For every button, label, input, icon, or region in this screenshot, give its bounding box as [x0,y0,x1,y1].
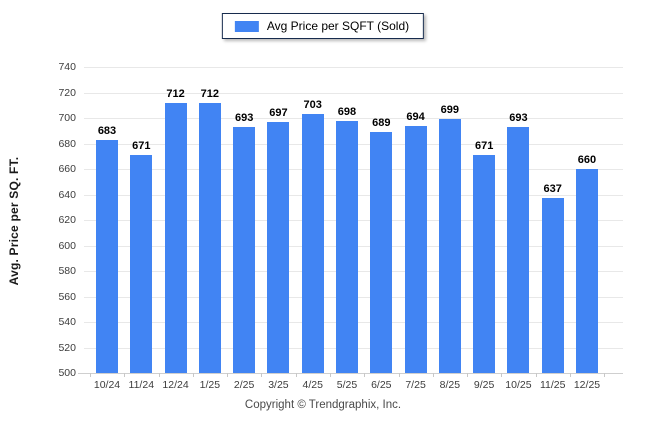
bar [335,120,358,373]
x-axis-tick [604,373,606,377]
y-tick-label: 680 [58,137,76,150]
x-axis-tick [432,373,434,377]
x-tick-label: 10/24 [93,379,121,391]
legend-label: Avg Price per SQFT (Sold) [266,19,410,33]
y-tick-label: 500 [58,367,76,379]
gridline [84,118,623,119]
y-axis-tick-labels: 500 520 540 560 580 600 620 640 660 680 700 720 740 [40,61,76,379]
copyright-text: Copyright © Trendgraphix, Inc. [244,399,402,411]
x-tick-label: 11/24 [128,379,155,391]
x-tick-label: 11/25 [539,379,566,391]
x-tick-label: 7/25 [405,379,426,391]
x-tick-label: 8/25 [439,379,461,391]
x-tick-label: 9/25 [473,379,495,391]
x-axis-tick [398,373,400,377]
bar-value-label: 693 [234,111,254,124]
x-axis-tick [158,373,160,377]
x-tick-label: 12/24 [162,379,189,391]
x-axis-tick [295,373,297,377]
x-axis-line [78,373,623,374]
bar-value-label: 660 [577,154,597,166]
y-tick-label: 640 [58,188,76,201]
y-tick-label: 600 [58,239,76,252]
bar-value-label: 637 [543,183,562,196]
x-tick-label: 10/25 [505,379,532,391]
bar-value-label: 683 [97,124,117,137]
x-tick-label: 6/25 [371,379,392,391]
x-tick-label: 4/25 [302,379,323,391]
bar [301,114,324,373]
gridline [84,92,623,94]
y-tick-label: 660 [58,163,76,175]
y-tick-label: 740 [58,61,76,73]
bar [541,198,564,373]
bar-value-label: 697 [269,106,288,119]
y-tick-label: 520 [58,341,76,354]
bar [507,126,530,373]
bar-value-label: 712 [200,87,220,100]
x-axis-tick [364,373,366,377]
bar-value-label: 689 [372,117,391,130]
x-axis-tick [227,373,229,377]
x-axis-tick [329,373,331,377]
bar [233,126,256,373]
bar [130,154,153,373]
x-tick-label: 2/25 [233,379,255,391]
y-tick-label: 720 [58,86,76,99]
bar [198,102,221,373]
y-tick-label: 580 [58,265,76,277]
chart-legend: Avg Price per SQFT (Sold) [221,13,425,39]
y-tick-label: 540 [58,316,76,328]
x-axis-tick [467,373,469,377]
x-tick-label: 1/25 [199,379,221,391]
y-tick-label: 700 [58,112,76,124]
x-tick-label: 12/25 [573,379,601,391]
bar-value-label: 699 [440,104,460,117]
y-axis-title: Avg. Price per SQ. FT. [7,156,21,286]
bar [96,139,118,373]
x-axis-tick [501,373,503,377]
gridline [84,67,623,68]
x-tick-label: 3/25 [268,379,289,391]
bar-value-label: 698 [337,105,357,118]
bar [267,121,290,373]
bar-value-label: 693 [509,111,528,124]
bar [438,119,461,373]
x-axis-tick [261,373,263,377]
bar [404,125,427,373]
x-axis-tick [192,373,194,377]
legend-swatch-icon [234,20,259,32]
x-axis-tick [535,373,537,377]
y-tick-label: 560 [58,290,76,303]
y-tick-label: 620 [58,214,76,226]
bar [164,102,187,373]
x-axis-tick [569,373,571,377]
x-tick-label: 5/25 [336,379,358,391]
x-axis-tick [90,373,91,377]
bar [370,132,393,373]
bar-value-label: 671 [132,139,151,152]
bar-value-label: 671 [474,139,494,152]
bar [575,169,598,373]
plot-area: 683 10/24 671 11/24 712 12/24 712 1/25 693 2/25 69… [78,67,623,391]
bar-value-label: 694 [406,110,425,123]
bar-value-label: 712 [166,87,185,100]
bar [473,154,496,373]
x-axis-tick [124,373,126,377]
bar-value-label: 703 [303,99,322,112]
